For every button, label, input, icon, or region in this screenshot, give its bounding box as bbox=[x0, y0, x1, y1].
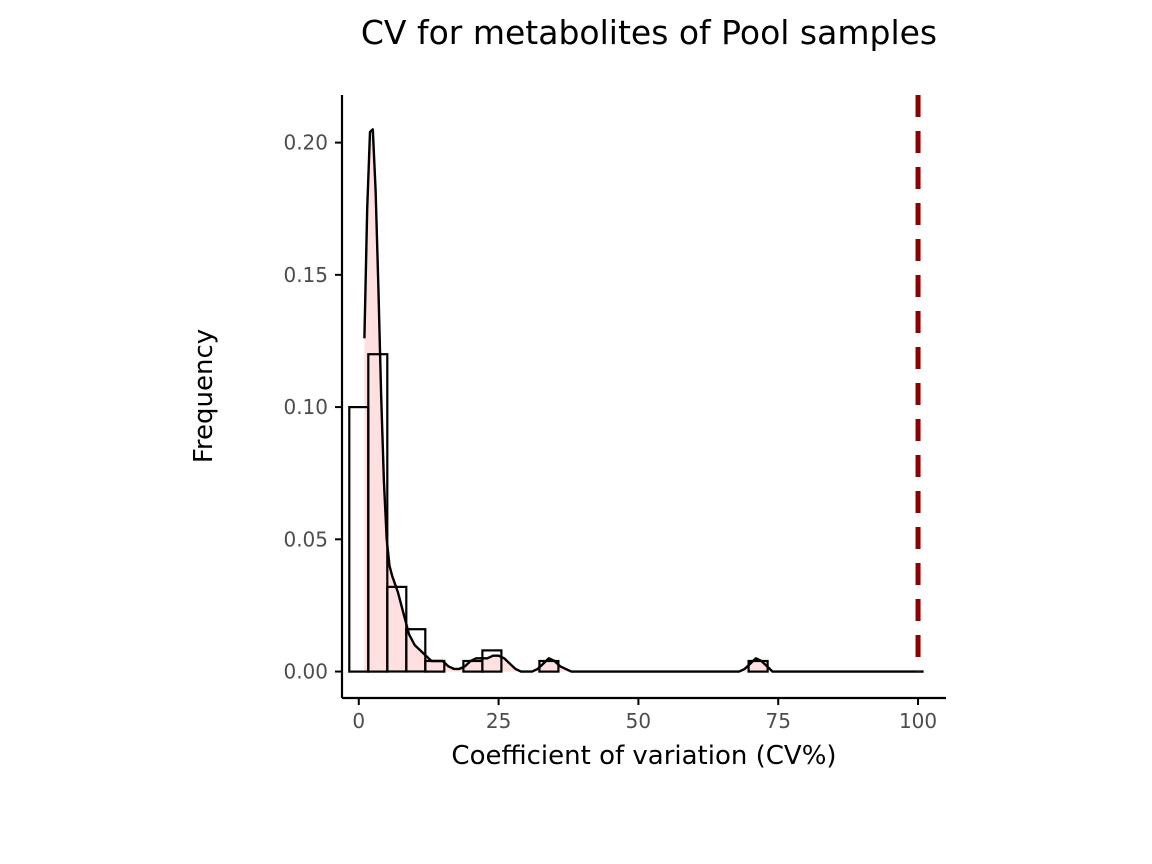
x-tick-label-3: 75 bbox=[765, 709, 790, 733]
x-tick-label-4: 100 bbox=[899, 709, 937, 733]
y-tick-label-1: 0.05 bbox=[283, 527, 328, 551]
x-axis-title: Coefficient of variation (CV%) bbox=[451, 741, 836, 771]
density-curve bbox=[363, 128, 924, 673]
x-tick-label-2: 50 bbox=[626, 709, 651, 733]
y-tick-label-3: 0.15 bbox=[283, 263, 328, 287]
x-tick-label-1: 25 bbox=[486, 709, 511, 733]
chart-title: CV for metabolites of Pool samples bbox=[361, 13, 937, 52]
density-area bbox=[364, 129, 924, 672]
y-tick-label-2: 0.10 bbox=[283, 395, 328, 419]
plot-area: 0.00 0.05 0.10 0.15 0.20 0 25 50 75 100 bbox=[283, 95, 946, 733]
y-axis-title: Frequency bbox=[189, 329, 219, 463]
histogram-bar-3 bbox=[405, 628, 427, 673]
histogram-bar-6 bbox=[481, 649, 503, 673]
histogram-bar-1 bbox=[367, 353, 389, 673]
y-tick-label-0: 0.00 bbox=[283, 660, 328, 684]
y-tick-label-4: 0.20 bbox=[283, 131, 328, 155]
x-tick-label-0: 0 bbox=[352, 709, 365, 733]
